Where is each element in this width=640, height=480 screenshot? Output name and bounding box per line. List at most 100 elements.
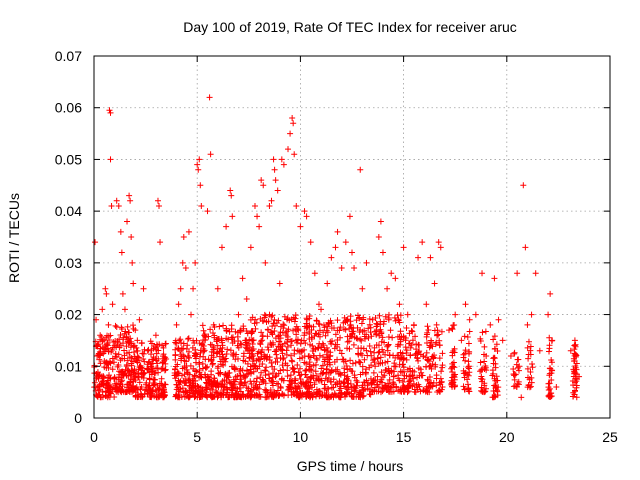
data-point (285, 146, 292, 153)
data-point (276, 332, 283, 339)
data-point (141, 346, 148, 353)
data-point (223, 327, 230, 334)
data-point (510, 365, 517, 372)
data-point (422, 363, 429, 370)
data-point (219, 351, 226, 358)
data-point (255, 355, 262, 362)
data-point (224, 346, 231, 353)
data-point (117, 332, 124, 339)
data-point (357, 336, 364, 343)
data-point (289, 358, 296, 365)
data-point (435, 239, 442, 246)
data-point (334, 341, 341, 348)
data-point (310, 362, 317, 369)
data-point (126, 389, 133, 396)
data-point (251, 202, 258, 209)
data-point (212, 388, 219, 395)
data-point (321, 324, 328, 331)
data-point (264, 393, 271, 400)
data-point (199, 393, 206, 400)
data-point (308, 326, 315, 333)
data-point (337, 324, 344, 331)
data-point (438, 328, 445, 335)
data-point (322, 332, 329, 339)
data-point (386, 383, 393, 390)
data-point (491, 275, 498, 282)
data-point (342, 318, 349, 325)
data-point (280, 161, 287, 168)
data-point (103, 341, 110, 348)
data-point (377, 354, 384, 361)
data-point (419, 239, 426, 246)
data-point (309, 384, 316, 391)
data-point (338, 350, 345, 357)
data-point (397, 328, 404, 335)
data-point (400, 334, 407, 341)
data-point (96, 383, 103, 390)
data-point (478, 387, 485, 394)
data-point (370, 369, 377, 376)
data-point (182, 388, 189, 395)
data-point (335, 370, 342, 377)
data-point (359, 285, 366, 292)
data-point (529, 364, 536, 371)
data-point (426, 344, 433, 351)
data-point (322, 392, 329, 399)
data-point (415, 254, 422, 261)
data-point (268, 197, 275, 204)
data-point (332, 331, 339, 338)
data-point (129, 259, 136, 266)
data-point (363, 259, 370, 266)
data-point (269, 363, 276, 370)
data-point (294, 336, 301, 343)
data-point (384, 285, 391, 292)
data-point (281, 322, 288, 329)
data-point (401, 385, 408, 392)
data-point (411, 368, 418, 375)
data-point (155, 355, 162, 362)
data-point (296, 355, 303, 362)
data-point (273, 348, 280, 355)
data-point (426, 389, 433, 396)
data-point (330, 324, 337, 331)
data-point (287, 130, 294, 137)
data-point (234, 385, 241, 392)
data-point (477, 359, 484, 366)
data-point (295, 383, 302, 390)
data-point (150, 354, 157, 361)
data-point (171, 365, 178, 372)
data-point (128, 362, 135, 369)
data-point (394, 343, 401, 350)
data-point (409, 328, 416, 335)
data-point (466, 349, 473, 356)
data-point (248, 353, 255, 360)
data-point (406, 373, 413, 380)
data-point (144, 366, 151, 373)
data-point (296, 365, 303, 372)
data-point (553, 383, 560, 390)
data-point (548, 390, 555, 397)
data-point (262, 380, 269, 387)
data-point (198, 202, 205, 209)
data-point (207, 326, 214, 333)
data-point (120, 334, 127, 341)
data-point (434, 331, 441, 338)
data-point (315, 320, 322, 327)
data-point (232, 328, 239, 335)
data-point (121, 347, 128, 354)
data-point (344, 338, 351, 345)
data-point (397, 338, 404, 345)
data-point (344, 366, 351, 373)
data-point (437, 244, 444, 251)
data-point (350, 341, 357, 348)
data-point (466, 328, 473, 335)
data-point (187, 362, 194, 369)
data-point (293, 202, 300, 209)
data-point (281, 340, 288, 347)
data-point (432, 341, 439, 348)
data-point (123, 361, 130, 368)
data-point (249, 347, 256, 354)
data-point (350, 383, 357, 390)
data-point (95, 373, 102, 380)
data-point (433, 372, 440, 379)
